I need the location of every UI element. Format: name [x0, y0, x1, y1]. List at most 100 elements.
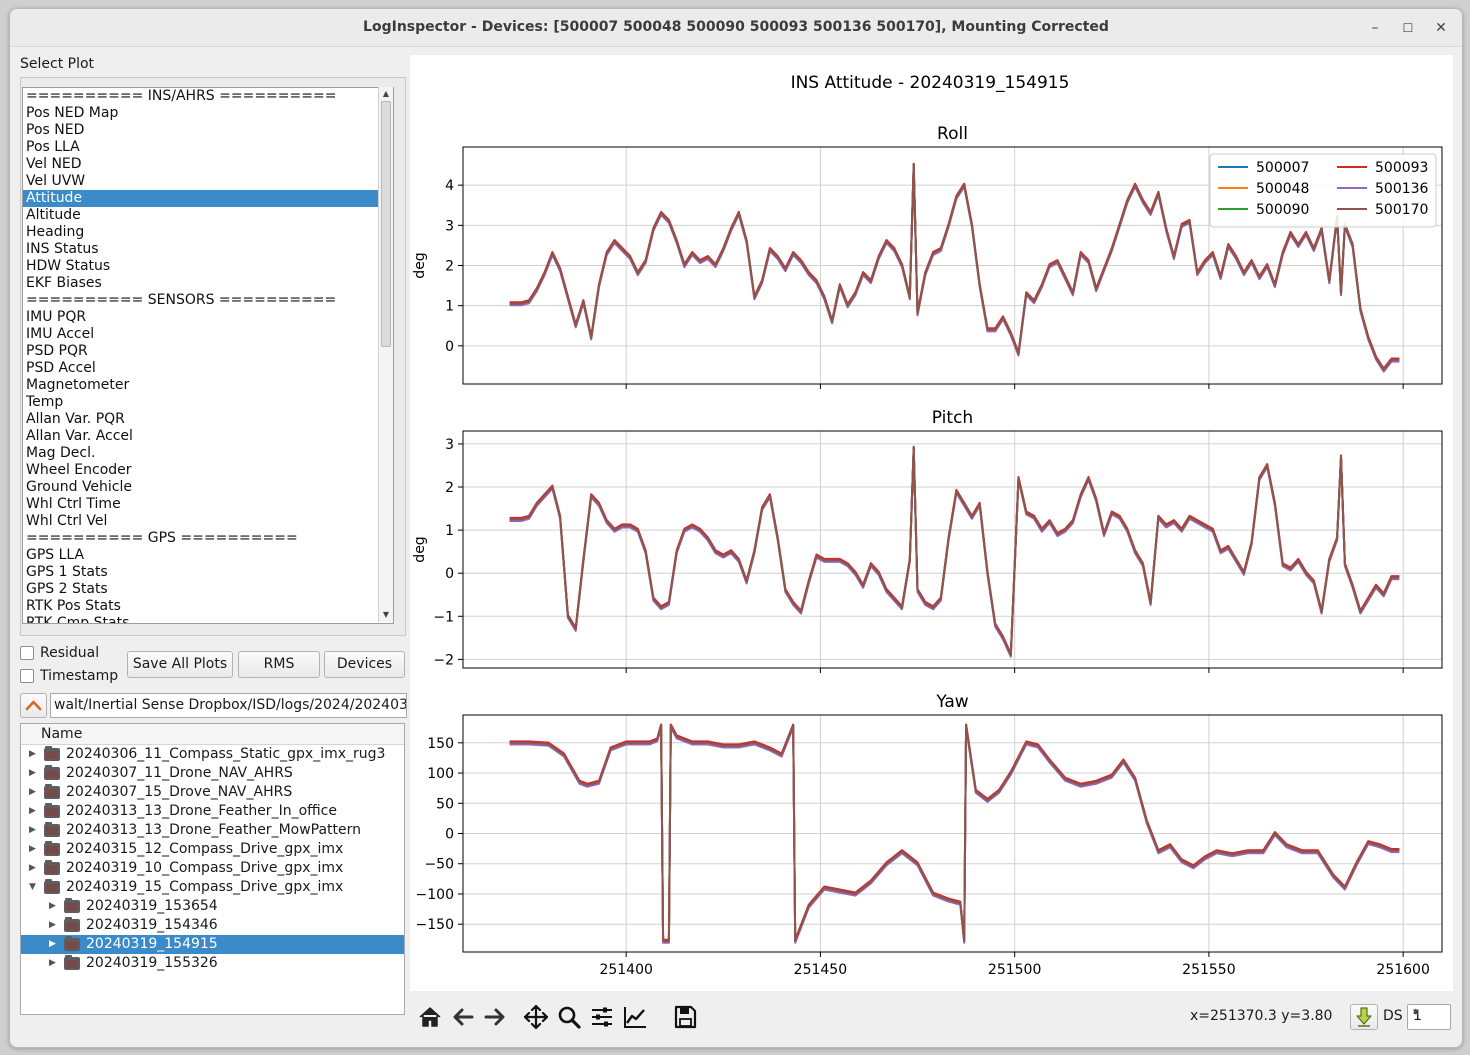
spin-up-icon[interactable]: ▲ — [1413, 1007, 1419, 1015]
collapsed-arrow-icon[interactable]: ▶ — [29, 768, 36, 778]
file-tree[interactable]: Name ▶ 20240306_11_Compass_Static_gpx_imx… — [20, 723, 405, 1015]
folder-icon — [64, 955, 80, 970]
subplots-config-icon[interactable] — [589, 1004, 615, 1030]
plot-list-item[interactable]: Wheel Encoder — [26, 462, 132, 478]
forward-arrow-icon[interactable] — [482, 1004, 508, 1030]
y-axis-label: deg — [412, 252, 428, 278]
expanded-arrow-icon[interactable]: ▼ — [29, 882, 36, 892]
collapsed-arrow-icon[interactable]: ▶ — [29, 806, 36, 816]
plot-list-item[interactable]: Pos NED Map — [26, 105, 119, 121]
plot-list-item[interactable]: Allan Var. PQR — [26, 411, 125, 427]
plot-canvas[interactable]: INS Attitude - 20240319_154915 0 1 2 3 4 Roll d… — [410, 55, 1453, 991]
plot-list-item[interactable]: PSD PQR — [26, 343, 88, 359]
plot-list-item[interactable]: RTK Pos Stats — [26, 598, 121, 614]
plot-list-item[interactable]: Attitude — [23, 190, 393, 207]
collapsed-arrow-icon[interactable]: ▶ — [49, 939, 56, 949]
home-icon[interactable] — [417, 1004, 443, 1030]
checkbox-box[interactable] — [20, 669, 34, 683]
tree-row[interactable]: ▶ 20240319_153654 — [21, 897, 404, 916]
plot-list-item[interactable]: Ground Vehicle — [26, 479, 133, 495]
plot-list-scrollbar[interactable]: ▲ ▼ — [378, 87, 393, 622]
collapsed-arrow-icon[interactable]: ▶ — [29, 787, 36, 797]
collapsed-arrow-icon[interactable]: ▶ — [29, 844, 36, 854]
tree-row[interactable]: ▶ 20240306_11_Compass_Static_gpx_imx_rug3 — [21, 745, 404, 764]
plot-list-item[interactable]: Altitude — [26, 207, 81, 223]
plot-list-item[interactable]: IMU Accel — [26, 326, 95, 342]
chevron-up-icon — [25, 700, 42, 711]
maximize-button[interactable]: ☐ — [1402, 21, 1414, 35]
checkbox-box[interactable] — [20, 646, 34, 660]
legend-label: 500093 — [1375, 160, 1428, 176]
plot-list-item[interactable]: Mag Decl. — [26, 445, 96, 461]
plot-list-item[interactable]: IMU PQR — [26, 309, 87, 325]
minimize-button[interactable]: – — [1371, 20, 1379, 36]
edit-axes-icon[interactable] — [622, 1004, 648, 1030]
scroll-down-icon[interactable]: ▼ — [382, 610, 390, 619]
plot-list-item[interactable]: ========== INS/AHRS ========== — [26, 88, 337, 104]
collapsed-arrow-icon[interactable]: ▶ — [49, 901, 56, 911]
tree-row[interactable]: ▶ 20240319_154346 — [21, 916, 404, 935]
plot-list-item[interactable]: Heading — [26, 224, 85, 240]
y-tick-label: 3 — [445, 437, 454, 453]
plot-list-item[interactable]: GPS 1 Stats — [26, 564, 108, 580]
tree-header[interactable]: Name — [21, 724, 404, 745]
tree-row-label: 20240307_11_Drone_NAV_AHRS — [66, 765, 293, 781]
devices-button[interactable]: Devices — [324, 651, 405, 678]
plot-list-item[interactable]: Whl Ctrl Vel — [26, 513, 108, 529]
plot-list-item[interactable]: INS Status — [26, 241, 99, 257]
plot-list-item[interactable]: Pos NED — [26, 122, 85, 138]
plot-list-item[interactable]: Pos LLA — [26, 139, 80, 155]
plot-list-item[interactable]: PSD Accel — [26, 360, 96, 376]
plot-list-item[interactable]: Vel NED — [26, 156, 82, 172]
residual-checkbox[interactable]: Residual — [20, 645, 99, 661]
attitude-figure[interactable]: INS Attitude - 20240319_154915 0 1 2 3 4 Roll d… — [410, 55, 1453, 991]
tree-row[interactable]: ▶ 20240319_154915 — [21, 935, 404, 954]
tree-row[interactable]: ▶ 20240315_12_Compass_Drive_gpx_imx — [21, 840, 404, 859]
plot-list-item[interactable]: ========== GPS ========== — [26, 530, 298, 546]
plot-list-item[interactable]: GPS LLA — [26, 547, 85, 563]
collapsed-arrow-icon[interactable]: ▶ — [29, 863, 36, 873]
rms-button[interactable]: RMS — [238, 651, 320, 678]
save-all-plots-button[interactable]: Save All Plots — [127, 651, 233, 678]
timestamp-checkbox[interactable]: Timestamp — [20, 668, 118, 684]
collapsed-arrow-icon[interactable]: ▶ — [29, 749, 36, 759]
collapsed-arrow-icon[interactable]: ▶ — [29, 825, 36, 835]
y-tick-label: −150 — [416, 917, 454, 933]
download-button[interactable] — [1350, 1004, 1378, 1030]
back-arrow-icon[interactable] — [450, 1004, 476, 1030]
tree-row[interactable]: ▶ 20240319_155326 — [21, 954, 404, 973]
pan-icon[interactable] — [523, 1004, 549, 1030]
plot-list-item[interactable]: GPS 2 Stats — [26, 581, 108, 597]
plot-list[interactable]: ========== INS/AHRS ========== Pos NED Ma… — [22, 87, 394, 624]
scrollbar-thumb[interactable] — [381, 101, 391, 347]
parent-directory-button[interactable] — [20, 693, 47, 718]
tree-row[interactable]: ▶ 20240307_15_Drove_NAV_AHRS — [21, 783, 404, 802]
plot-list-item[interactable]: Magnetometer — [26, 377, 130, 393]
tree-row[interactable]: ▶ 20240313_13_Drone_Feather_In_office — [21, 802, 404, 821]
tree-row[interactable]: ▶ 20240319_10_Compass_Drive_gpx_imx — [21, 859, 404, 878]
plot-list-item[interactable]: ========== SENSORS ========== — [26, 292, 337, 308]
tree-row[interactable]: ▶ 20240307_11_Drone_NAV_AHRS — [21, 764, 404, 783]
scroll-up-icon[interactable]: ▲ — [382, 89, 390, 98]
plot-toolbar: x=251370.3 y=3.80 DS 1 ▲ ▼ — [410, 994, 1453, 1039]
plot-list-item[interactable]: RTK Cmp Stats — [26, 615, 130, 624]
plot-list-item[interactable]: Allan Var. Accel — [26, 428, 133, 444]
plot-list-item[interactable]: Whl Ctrl Time — [26, 496, 121, 512]
save-icon[interactable] — [672, 1004, 698, 1030]
ds-spinbox[interactable]: 1 ▲ ▼ — [1407, 1004, 1451, 1030]
collapsed-arrow-icon[interactable]: ▶ — [49, 920, 56, 930]
close-button[interactable]: ✕ — [1435, 20, 1447, 36]
path-field[interactable]: walt/Inertial Sense Dropbox/ISD/logs/202… — [50, 693, 407, 718]
plot-list-item[interactable]: Temp — [26, 394, 64, 410]
tree-row[interactable]: ▶ 20240313_13_Drone_Feather_MowPattern — [21, 821, 404, 840]
zoom-icon[interactable] — [556, 1004, 582, 1030]
spin-down-icon[interactable]: ▼ — [1413, 1008, 1419, 1016]
y-tick-label: −1 — [433, 609, 454, 625]
collapsed-arrow-icon[interactable]: ▶ — [49, 958, 56, 968]
legend: 500007 500048 500090 500093 500136 500170 — [1209, 153, 1437, 228]
plot-list-item[interactable]: HDW Status — [26, 258, 111, 274]
plot-list-item[interactable]: EKF Biases — [26, 275, 102, 291]
plot-list-item[interactable]: Vel UVW — [26, 173, 86, 189]
tree-row[interactable]: ▼ 20240319_15_Compass_Drive_gpx_imx — [21, 878, 404, 897]
subplot-pitch: −2 −1 0 1 2 3 Pitch deg — [412, 408, 1443, 673]
